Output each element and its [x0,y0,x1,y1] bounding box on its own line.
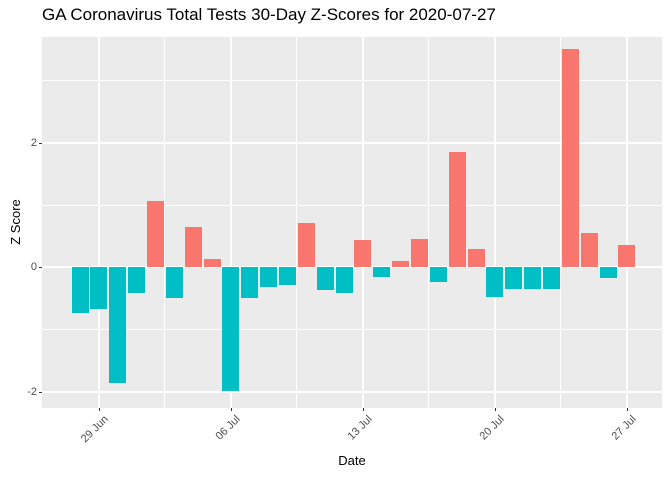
x-axis-tick [494,408,496,411]
y-minor-gridline [42,79,662,81]
bar-positive [184,227,202,268]
bar-positive [147,201,165,268]
bar-negative [90,267,108,310]
bar-negative [241,267,259,299]
y-axis-tick [39,142,42,144]
bar-negative [599,267,617,278]
bar-negative [486,267,504,298]
y-axis-tick [39,391,42,393]
x-major-gridline [361,37,364,408]
bar-negative [373,267,391,277]
bar-negative [316,267,334,291]
x-minor-gridline [560,37,562,408]
bar-negative [429,267,447,282]
y-major-gridline [42,141,662,144]
x-axis-tick [362,408,364,411]
bar-positive [580,233,598,268]
x-major-gridline [625,37,628,408]
plot-panel [42,37,662,408]
bar-positive [411,239,429,268]
bar-positive [297,223,315,268]
y-tick-label: 2 [30,136,37,149]
x-minor-gridline [296,37,298,408]
y-axis-tick [39,267,42,269]
bar-negative [128,267,146,293]
bar-negative [524,267,542,290]
bar-positive [561,49,579,268]
bar-positive [618,245,636,268]
bar-negative [279,267,297,286]
x-axis-tick [98,408,100,411]
bar-negative [165,267,183,298]
y-minor-gridline [42,204,662,206]
bar-negative [109,267,127,384]
x-minor-gridline [164,37,166,408]
bar-negative [505,267,523,290]
bar-negative [260,267,278,288]
y-tick-label: -2 [27,385,37,398]
bar-positive [392,261,410,268]
x-major-gridline [97,37,100,408]
y-minor-gridline [42,329,662,331]
bar-positive [354,239,372,268]
x-major-gridline [229,37,232,408]
x-axis-tick [626,408,628,411]
x-major-gridline [493,37,496,408]
x-minor-gridline [428,37,430,408]
bar-negative [543,267,561,290]
chart-title: GA Coronavirus Total Tests 30-Day Z-Scor… [42,5,496,24]
bar-negative [222,267,240,391]
bar-positive [448,152,466,268]
x-axis-tick [230,408,232,411]
x-axis-label: Date [338,453,366,468]
bar-negative [335,267,353,294]
bar-positive [203,259,221,268]
bar-negative [71,267,89,314]
y-axis-label: Z Score [8,199,23,245]
y-tick-label: 0 [30,261,37,274]
bar-positive [467,248,485,268]
y-major-gridline [42,390,662,393]
